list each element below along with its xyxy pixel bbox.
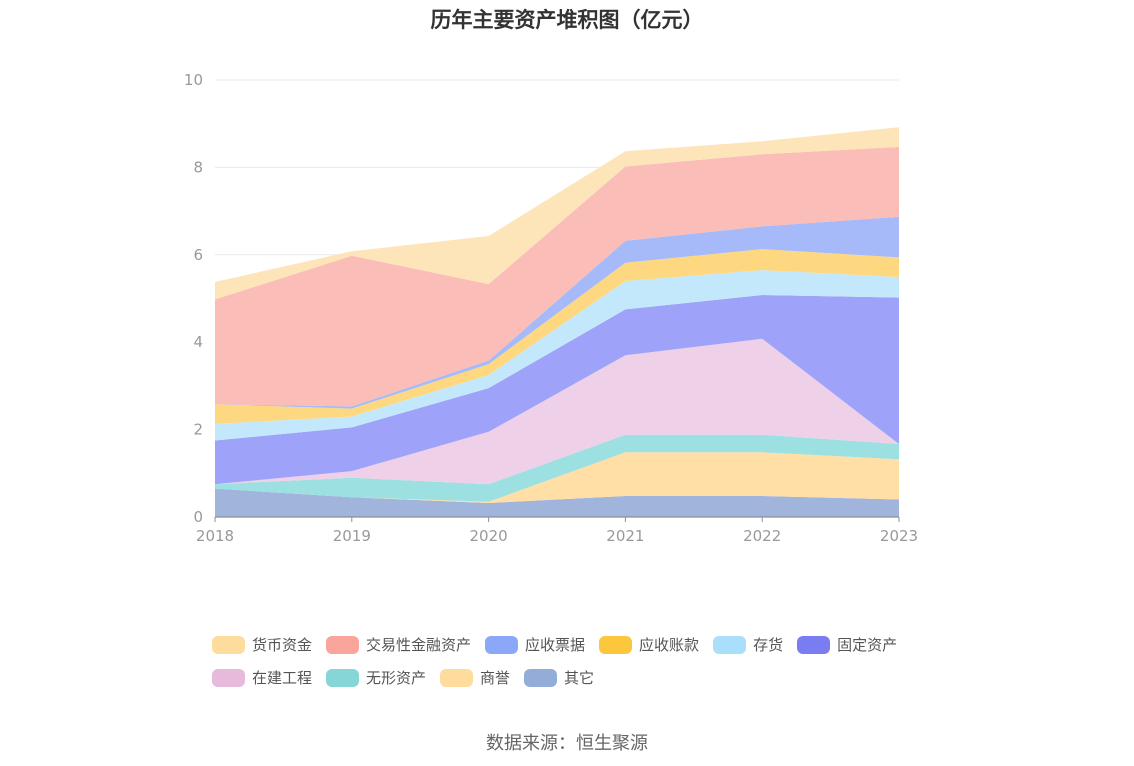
legend-swatch bbox=[212, 635, 245, 654]
legend-item[interactable]: 在建工程 bbox=[212, 667, 312, 688]
legend: 货币资金 交易性金融资产 应收票据 应收账款 存货 固定资产在建工程 无形资产 商誉 其它 bbox=[212, 628, 972, 694]
axes: 0 2 4 6 8 10 2018 2019 2020 2021 2022 2023 bbox=[184, 71, 918, 545]
legend-swatch bbox=[326, 668, 360, 687]
legend-swatch bbox=[212, 668, 245, 687]
legend-label: 应收账款 bbox=[639, 636, 700, 654]
chart-title: 历年主要资产堆积图（亿元） bbox=[430, 8, 704, 32]
area-series-在建工程 bbox=[215, 338, 899, 485]
legend-item[interactable]: 交易性金融资产 bbox=[326, 634, 471, 655]
legend-row: 货币资金 交易性金融资产 应收票据 应收账款 存货 固定资产 bbox=[212, 628, 972, 661]
legend-label: 无形资产 bbox=[366, 669, 427, 687]
stacked-area-chart: 0 2 4 6 8 10 2018 2019 2020 2021 2022 2023 bbox=[184, 71, 918, 545]
legend-swatch bbox=[797, 635, 831, 654]
legend-label: 货币资金 bbox=[252, 636, 313, 654]
legend-label: 在建工程 bbox=[252, 669, 313, 687]
area-series-货币资金 bbox=[215, 127, 899, 300]
legend-swatch bbox=[485, 635, 519, 654]
legend-item[interactable]: 应收票据 bbox=[485, 634, 585, 655]
legend-item[interactable]: 商誉 bbox=[440, 667, 510, 688]
legend-swatch bbox=[524, 668, 558, 687]
area-series-其它 bbox=[215, 488, 899, 517]
area-series-商誉 bbox=[215, 452, 899, 503]
legend-label: 应收票据 bbox=[525, 636, 586, 654]
legend-label: 交易性金融资产 bbox=[366, 636, 472, 654]
x-tick-label: 2019 bbox=[333, 527, 371, 545]
area-series-应收账款 bbox=[215, 249, 899, 424]
area-series-固定资产 bbox=[215, 295, 899, 485]
y-tick-label: 6 bbox=[193, 246, 203, 264]
area-series-存货 bbox=[215, 270, 899, 441]
area-series bbox=[215, 127, 899, 517]
x-tick-label: 2022 bbox=[743, 527, 781, 545]
legend-item[interactable]: 其它 bbox=[524, 667, 594, 688]
legend-label: 其它 bbox=[564, 669, 595, 687]
legend-label: 固定资产 bbox=[837, 636, 898, 654]
x-tick-label: 2023 bbox=[880, 527, 918, 545]
y-tick-label: 8 bbox=[193, 158, 203, 176]
legend-item[interactable]: 货币资金 bbox=[212, 634, 312, 655]
legend-item[interactable]: 应收账款 bbox=[599, 634, 699, 655]
x-tick-label: 2020 bbox=[470, 527, 508, 545]
legend-item[interactable]: 无形资产 bbox=[326, 667, 426, 688]
legend-row: 在建工程 无形资产 商誉 其它 bbox=[212, 661, 972, 694]
y-tick-label: 0 bbox=[193, 508, 203, 526]
area-series-交易性金融资产 bbox=[215, 146, 899, 407]
y-tick-label: 10 bbox=[184, 71, 203, 89]
legend-swatch bbox=[713, 635, 747, 654]
legend-label: 商誉 bbox=[480, 669, 511, 687]
area-series-无形资产 bbox=[215, 434, 899, 502]
y-tick-label: 2 bbox=[193, 421, 203, 439]
x-tick-label: 2021 bbox=[606, 527, 644, 545]
legend-swatch bbox=[440, 668, 474, 687]
y-tick-label: 4 bbox=[193, 333, 203, 351]
area-series-应收票据 bbox=[215, 216, 899, 409]
legend-item[interactable]: 固定资产 bbox=[797, 634, 897, 655]
x-tick-label: 2018 bbox=[196, 527, 234, 545]
legend-swatch bbox=[326, 635, 360, 654]
legend-label: 存货 bbox=[753, 636, 784, 654]
legend-item[interactable]: 存货 bbox=[713, 634, 783, 655]
legend-swatch bbox=[599, 635, 633, 654]
source-note: 数据来源：恒生聚源 bbox=[486, 733, 648, 754]
